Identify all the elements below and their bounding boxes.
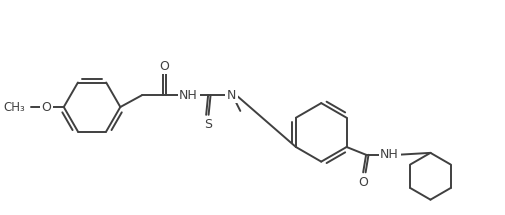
Text: CH₃: CH₃ xyxy=(3,100,25,114)
Text: N: N xyxy=(226,89,236,102)
Text: NH: NH xyxy=(179,89,197,102)
Text: S: S xyxy=(204,118,212,131)
Text: NH: NH xyxy=(379,148,398,161)
Text: O: O xyxy=(41,100,51,114)
Text: O: O xyxy=(159,60,169,72)
Text: O: O xyxy=(358,176,367,189)
